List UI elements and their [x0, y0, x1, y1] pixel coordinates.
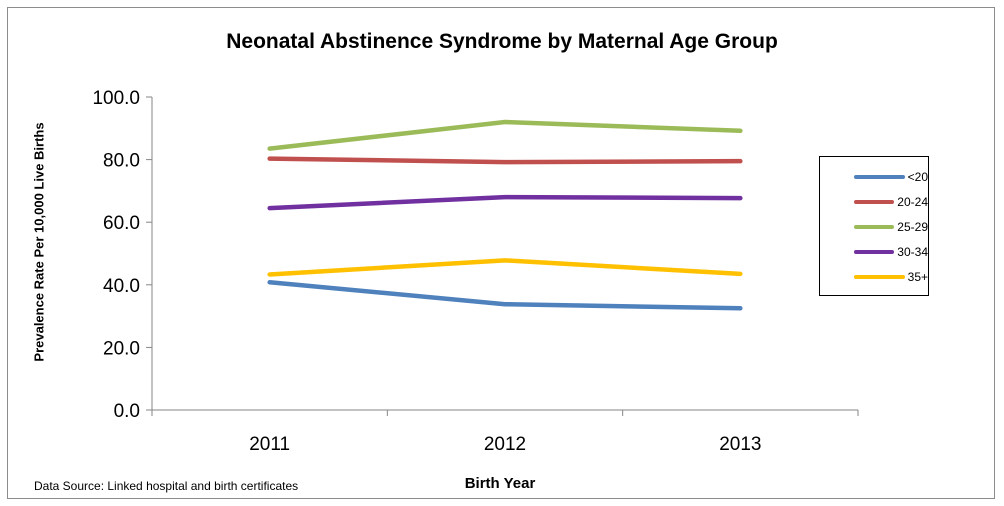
y-tick-label: 0.0	[114, 401, 140, 422]
y-tick-label: 40.0	[103, 276, 140, 297]
data-source-note: Data Source: Linked hospital and birth c…	[34, 479, 299, 493]
legend-swatch	[854, 249, 895, 254]
x-tick-label: 2012	[484, 434, 526, 455]
series-line-5	[267, 258, 743, 277]
legend: <20 20-24 25-29 30-34 35+	[819, 156, 929, 296]
legend-swatch	[854, 274, 905, 279]
legend-label: 35+	[907, 269, 928, 284]
legend-item: 30-34	[820, 239, 928, 264]
legend-label: 20-24	[897, 194, 928, 209]
legend-label: 30-34	[897, 244, 928, 259]
x-axis-label: Birth Year	[464, 475, 536, 492]
x-tick-label: 2011	[249, 434, 290, 455]
legend-swatch	[854, 174, 905, 179]
series-line-2	[267, 156, 743, 165]
series-line-4	[267, 194, 743, 211]
legend-label: 25-29	[897, 219, 928, 234]
legend-swatch	[854, 224, 895, 229]
legend-item: 20-24	[820, 189, 928, 214]
legend-item: <20	[820, 164, 928, 189]
legend-label: <20	[907, 169, 928, 184]
legend-swatch	[854, 199, 895, 204]
y-tick-label: 80.0	[103, 151, 140, 172]
series-line-3	[267, 119, 743, 151]
legend-item: 25-29	[820, 214, 928, 239]
legend-item: 35+	[820, 264, 928, 289]
y-tick-label: 60.0	[103, 213, 140, 234]
y-tick-label: 100.0	[92, 88, 140, 109]
series-line-1	[267, 280, 743, 311]
y-tick-label: 20.0	[103, 338, 140, 359]
x-tick-label: 2013	[719, 434, 761, 455]
chart-title: Neonatal Abstinence Syndrome by Maternal…	[226, 30, 778, 53]
